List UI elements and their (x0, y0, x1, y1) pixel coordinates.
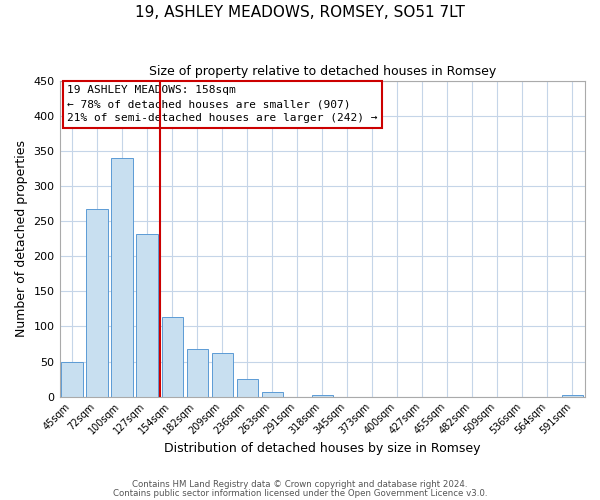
Bar (161, 318, 183, 396)
Bar (236, 379, 258, 396)
Text: Contains HM Land Registry data © Crown copyright and database right 2024.: Contains HM Land Registry data © Crown c… (132, 480, 468, 489)
Y-axis label: Number of detached properties: Number of detached properties (15, 140, 28, 337)
Bar (112, 158, 133, 396)
Text: Contains public sector information licensed under the Open Government Licence v3: Contains public sector information licen… (113, 489, 487, 498)
Text: 19 ASHLEY MEADOWS: 158sqm
← 78% of detached houses are smaller (907)
21% of semi: 19 ASHLEY MEADOWS: 158sqm ← 78% of detac… (67, 86, 378, 124)
Bar (187, 349, 208, 397)
X-axis label: Distribution of detached houses by size in Romsey: Distribution of detached houses by size … (164, 442, 481, 455)
Title: Size of property relative to detached houses in Romsey: Size of property relative to detached ho… (149, 65, 496, 78)
Text: 19, ASHLEY MEADOWS, ROMSEY, SO51 7LT: 19, ASHLEY MEADOWS, ROMSEY, SO51 7LT (135, 5, 465, 20)
Bar (86, 209, 108, 396)
Bar (136, 234, 158, 396)
Bar (262, 392, 283, 396)
Bar (212, 353, 233, 397)
Bar (562, 394, 583, 396)
Bar (61, 362, 83, 396)
